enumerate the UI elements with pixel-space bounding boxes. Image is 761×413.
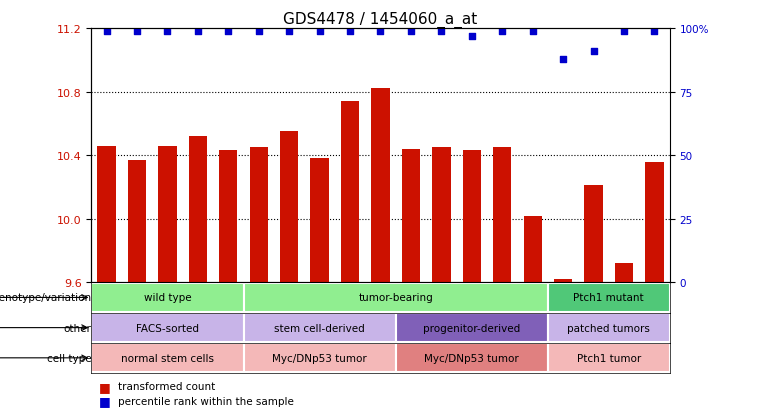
Text: patched tumors: patched tumors (568, 323, 650, 333)
Point (283, 28, 295, 35)
Text: other: other (63, 323, 91, 333)
Text: Myc/DNp53 tumor: Myc/DNp53 tumor (425, 353, 519, 363)
Point (557, 56, 569, 63)
Point (435, 28, 447, 35)
FancyBboxPatch shape (244, 283, 548, 312)
FancyBboxPatch shape (548, 313, 670, 342)
Text: wild type: wild type (144, 293, 191, 303)
Point (466, 33, 478, 40)
Bar (128, 161, 146, 282)
Bar (371, 89, 390, 282)
FancyBboxPatch shape (396, 313, 548, 342)
FancyBboxPatch shape (91, 283, 244, 312)
FancyBboxPatch shape (548, 283, 670, 312)
FancyBboxPatch shape (548, 344, 670, 373)
Text: transformed count: transformed count (118, 381, 215, 391)
Point (527, 28, 539, 35)
Point (192, 28, 204, 35)
Text: ■: ■ (99, 380, 110, 393)
Bar (432, 148, 451, 282)
Bar (189, 137, 207, 282)
Bar (219, 151, 237, 282)
Text: Myc/DNp53 tumor: Myc/DNp53 tumor (272, 353, 367, 363)
Text: ■: ■ (99, 394, 110, 407)
Text: normal stem cells: normal stem cells (121, 353, 214, 363)
Bar (158, 146, 177, 282)
Point (496, 28, 508, 35)
Bar (584, 186, 603, 282)
FancyBboxPatch shape (91, 313, 244, 342)
Text: tumor-bearing: tumor-bearing (358, 293, 433, 303)
Point (161, 28, 174, 35)
FancyBboxPatch shape (91, 344, 244, 373)
Text: FACS-sorted: FACS-sorted (136, 323, 199, 333)
FancyBboxPatch shape (396, 344, 548, 373)
Text: Ptch1 mutant: Ptch1 mutant (574, 293, 644, 303)
FancyBboxPatch shape (244, 313, 396, 342)
Bar (645, 162, 664, 282)
Bar (524, 216, 542, 282)
Text: cell type: cell type (46, 353, 91, 363)
Point (344, 28, 356, 35)
Text: progenitor-derived: progenitor-derived (423, 323, 521, 333)
Text: genotype/variation: genotype/variation (0, 293, 91, 303)
FancyBboxPatch shape (244, 344, 396, 373)
Point (222, 28, 234, 35)
Bar (341, 102, 359, 282)
Bar (554, 280, 572, 282)
Text: stem cell-derived: stem cell-derived (274, 323, 365, 333)
Point (253, 28, 265, 35)
Bar (250, 148, 268, 282)
Point (314, 28, 326, 35)
Point (618, 28, 630, 35)
Bar (402, 150, 420, 282)
Bar (615, 263, 633, 282)
Point (131, 28, 143, 35)
Point (587, 48, 600, 55)
Point (405, 28, 417, 35)
Bar (493, 148, 511, 282)
Point (374, 28, 387, 35)
Title: GDS4478 / 1454060_a_at: GDS4478 / 1454060_a_at (283, 12, 478, 28)
Text: Ptch1 tumor: Ptch1 tumor (577, 353, 641, 363)
Bar (310, 159, 329, 282)
Point (648, 28, 661, 35)
Point (100, 28, 113, 35)
Bar (463, 151, 481, 282)
Bar (280, 132, 298, 282)
Bar (97, 146, 116, 282)
Text: percentile rank within the sample: percentile rank within the sample (118, 396, 294, 406)
